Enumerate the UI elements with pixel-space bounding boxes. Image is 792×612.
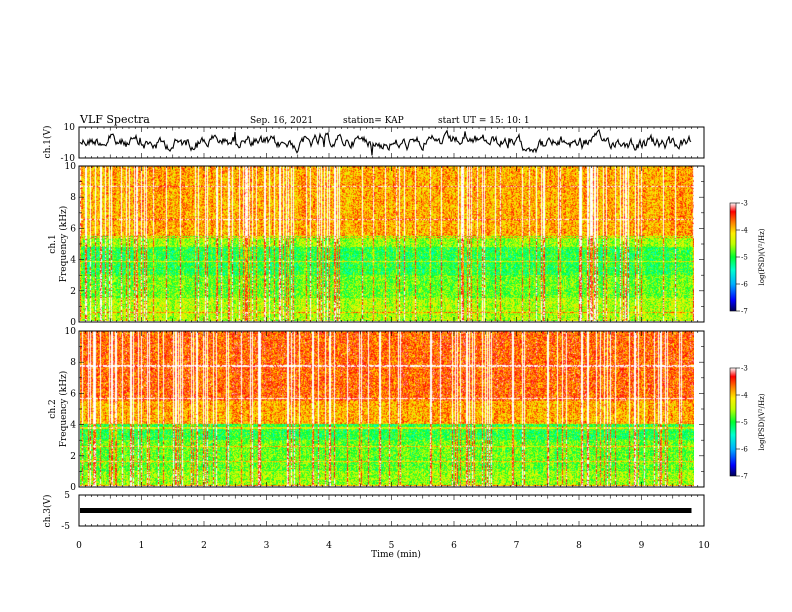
colorbar-tick-label: -4 xyxy=(741,392,748,400)
ch1-spectrogram-image xyxy=(80,166,694,321)
ch1-colorbar: -3 -4 -5 -6 -7 log(PSD)(V²/Hz) xyxy=(729,200,766,316)
x-tick-labels: 0 1 2 3 4 5 6 7 8 9 10 xyxy=(76,541,710,551)
colorbar-tick-label: -5 xyxy=(741,419,748,427)
ch3-ytick-bottom: -5 xyxy=(61,522,70,532)
ch3-waveform-panel: 5 -5 ch.3(V) xyxy=(42,491,705,532)
colorbar-tick-label: -5 xyxy=(741,254,748,262)
y-tick-label: 4 xyxy=(70,421,76,431)
ch2-spectrogram-image xyxy=(80,331,694,486)
ch1-waveform-ticks xyxy=(78,127,705,158)
ch1-colorbar-label: log(PSD)(V²/Hz) xyxy=(758,228,766,285)
y-tick-label: 2 xyxy=(70,287,76,297)
figure-title: VLF Spectra xyxy=(79,113,150,126)
x-tick-label: 3 xyxy=(264,541,270,551)
x-tick-label: 6 xyxy=(451,541,457,551)
ch1-colorbar-ticks: -3 -4 -5 -6 -7 xyxy=(736,200,748,316)
ch1-waveform-line xyxy=(79,128,692,156)
ch2-spectrogram-yticks: 0 2 4 6 8 10 xyxy=(65,327,704,493)
colorbar-tick-label: -3 xyxy=(741,365,748,373)
ch1-waveform-panel: 10 -10 ch.1(V) xyxy=(42,123,705,164)
y-tick-label: 8 xyxy=(70,193,76,203)
colorbar-tick-label: -6 xyxy=(741,446,748,454)
colorbar-tick-label: -3 xyxy=(741,200,748,208)
y-tick-label: 10 xyxy=(65,327,77,337)
x-axis-label: Time (min) xyxy=(371,549,421,560)
y-tick-label: 0 xyxy=(70,483,76,493)
ch1-spectrogram-ylabel-channel: ch.1 xyxy=(48,234,58,253)
ch1-spectrogram-ticks xyxy=(78,166,705,322)
ch1-channel-text: ch.1 xyxy=(48,234,58,253)
colorbar-tick-label: -4 xyxy=(741,227,748,235)
x-tick-label: 4 xyxy=(326,541,332,551)
x-tick-label: 7 xyxy=(514,541,520,551)
ch1-spectrogram-ylabel-freq: Frequency (kHz) xyxy=(58,206,69,283)
ch2-colorbar-ticks: -3 -4 -5 -6 -7 xyxy=(736,365,748,481)
colorbar-tick-label: -7 xyxy=(741,308,748,316)
ch2-colorbar-bar xyxy=(729,367,737,477)
colorbar-tick-label: -6 xyxy=(741,281,748,289)
y-tick-label: 6 xyxy=(70,224,76,234)
ch1-spectrogram-yticks: 0 2 4 6 8 10 xyxy=(65,162,704,328)
y-tick-label: 0 xyxy=(70,318,76,328)
ch2-colorbar: -3 -4 -5 -6 -7 log(PSD)(V²/Hz) xyxy=(729,365,766,481)
ch2-colorbar-label: log(PSD)(V²/Hz) xyxy=(758,393,766,450)
start-time-label: start UT = 15: 10: 1 xyxy=(438,116,530,126)
ch2-spectrogram-ylabel-channel: ch.2 xyxy=(48,399,58,418)
y-tick-label: 4 xyxy=(70,256,76,266)
x-tick-label: 5 xyxy=(389,541,395,551)
y-tick-label: 10 xyxy=(65,162,77,172)
x-tick-label: 2 xyxy=(201,541,207,551)
ch3-waveform-ticks xyxy=(78,495,705,526)
colorbar-tick-label: -7 xyxy=(741,473,748,481)
x-tick-label: 9 xyxy=(639,541,645,551)
x-tick-label: 1 xyxy=(139,541,145,551)
ch2-spectrogram-panel: 0 2 4 6 8 10 ch.2 Frequency (kHz) xyxy=(48,327,705,493)
ch1-spectrogram-panel: 0 2 4 6 8 10 ch.1 Frequency (kHz) xyxy=(48,162,705,328)
y-tick-label: 6 xyxy=(70,389,76,399)
ch2-spectrogram-ylabel-freq: Frequency (kHz) xyxy=(58,371,69,448)
ch1-ytick-top: 10 xyxy=(64,123,76,133)
x-tick-label: 0 xyxy=(76,541,82,551)
ch1-ytick-bottom: -10 xyxy=(61,154,76,164)
y-tick-label: 2 xyxy=(70,452,76,462)
ch1-waveform-ylabel: ch.1(V) xyxy=(42,126,53,159)
ch3-waveform-ylabel: ch.3(V) xyxy=(42,495,53,528)
y-tick-label: 8 xyxy=(70,358,76,368)
date-label: Sep. 16, 2021 xyxy=(250,116,313,126)
ch1-colorbar-bar xyxy=(729,202,737,312)
x-tick-label: 8 xyxy=(576,541,582,551)
x-tick-label: 10 xyxy=(698,541,710,551)
ch2-spectrogram-ticks xyxy=(78,331,705,487)
station-label: station= KAP xyxy=(343,116,404,126)
ch3-waveform-band xyxy=(80,508,692,513)
ch3-ytick-top: 5 xyxy=(64,491,70,501)
